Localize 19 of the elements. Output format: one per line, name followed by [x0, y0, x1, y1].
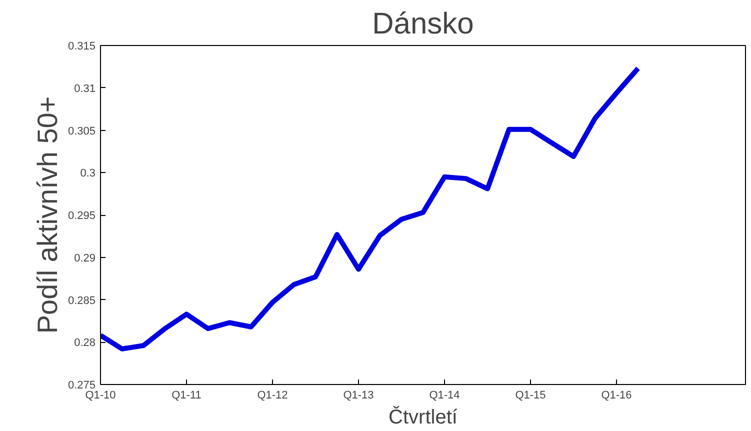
x-tick-label: Q1-10 [85, 390, 116, 402]
x-tick-label: Q1-14 [429, 390, 460, 402]
y-tick-label: 0.31 [74, 82, 96, 95]
x-tick-label: Q1-16 [601, 390, 632, 402]
y-tick-label: 0.285 [68, 294, 96, 307]
chart-title: Dánsko [372, 8, 474, 40]
y-tick-label: 0.28 [74, 337, 96, 350]
y-tick-label: 0.295 [68, 210, 96, 222]
y-tick-label: 0.305 [68, 125, 96, 138]
x-axis-title: Čtvrtletí [388, 406, 458, 428]
x-tick-label: Q1-11 [172, 390, 202, 402]
y-tick-label: 0.275 [68, 380, 96, 392]
y-tick-label: 0.3 [80, 168, 96, 180]
x-tick-label: Q1-12 [257, 390, 288, 402]
y-axis-title: Podíl aktivnívh 50+ [32, 96, 63, 334]
y-tick-label: 0.315 [68, 40, 96, 52]
x-tick-label: Q1-13 [343, 390, 374, 402]
y-tick-label: 0.29 [74, 252, 96, 264]
x-tick-label: Q1-15 [515, 390, 546, 402]
